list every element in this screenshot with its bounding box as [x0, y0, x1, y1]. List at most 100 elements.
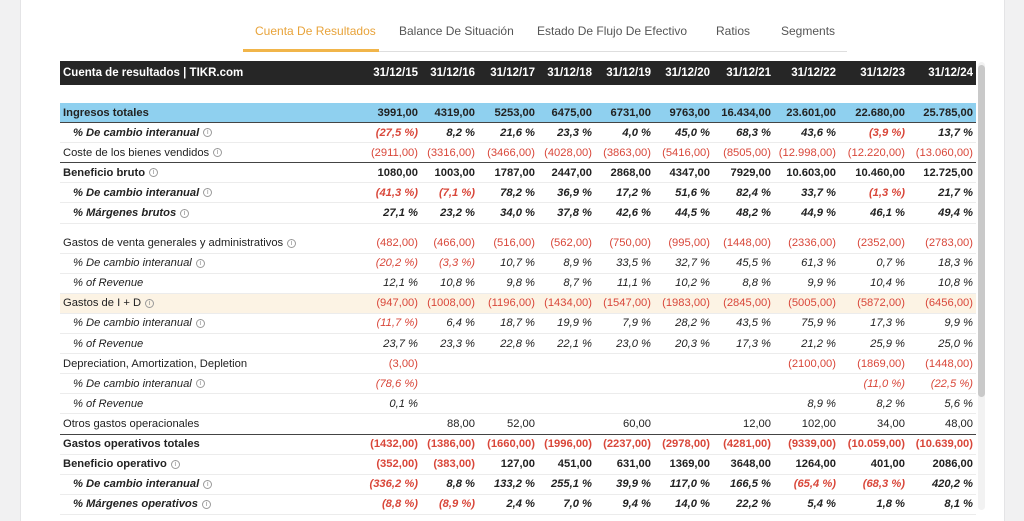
- row-label-text: Otros gastos operacionales: [63, 417, 200, 430]
- table-cell: 4347,00: [669, 166, 710, 179]
- table-row-of-revenue[interactable]: % of Revenue 12,1 % 10,8 % 9,8 % 8,7 % 11,1 %…: [60, 274, 976, 294]
- row-label: Depreciation, Amortization, Depletion: [63, 354, 247, 373]
- table-cell: (11,0 %): [863, 377, 905, 390]
- table-cell: 17,2 %: [616, 186, 651, 199]
- table-cell: 9,8 %: [506, 277, 535, 290]
- table-cell: (1869,00): [857, 357, 905, 370]
- table-cell: (1448,00): [723, 237, 771, 250]
- table-row-de-cambio-interanual[interactable]: % De cambio interanual i (41,3 %) (7,1 %) 78…: [60, 183, 976, 204]
- info-icon[interactable]: i: [201, 499, 211, 509]
- table-row-of-revenue[interactable]: % of Revenue 23,7 % 23,3 % 22,8 % 22,1 % 23,0…: [60, 334, 976, 355]
- header-spacer: [60, 85, 976, 103]
- table-cell: 10.603,00: [786, 166, 836, 179]
- row-label-text: % Márgenes operativos: [73, 498, 198, 511]
- table-row-otros-gastos-operacionales[interactable]: Otros gastos operacionales 88,00 52,00 60,0…: [60, 414, 976, 435]
- table-cell: (12.998,00): [778, 146, 836, 159]
- table-cell: 45,5 %: [736, 257, 771, 270]
- table-row-margenes-operativos[interactable]: % Márgenes operativos i (8,8 %) (8,9 %) 2,4 …: [60, 495, 976, 515]
- vertical-scrollbar-thumb[interactable]: [978, 65, 985, 397]
- table-cell: 7,9 %: [622, 317, 651, 330]
- table-cell: 5,4 %: [807, 498, 836, 511]
- tab-cash-flow[interactable]: Estado De Flujo De Efectivo: [537, 24, 688, 38]
- table-row-depreciation-amortization-depletion[interactable]: Depreciation, Amortization, Depletion (3,…: [60, 354, 976, 375]
- table-row-de-cambio-interanual[interactable]: % De cambio interanual i (27,5 %) 8,2 % 21,6…: [60, 123, 976, 144]
- table-row-of-revenue[interactable]: % of Revenue 0,1 % 8,9 % 8,2 % 5,6 %: [60, 394, 976, 415]
- table-cell: 5,6 %: [944, 397, 973, 410]
- info-icon[interactable]: i: [149, 168, 159, 178]
- info-icon[interactable]: i: [203, 479, 213, 489]
- statement-tabs: Cuenta De Resultados Balance De Situació…: [243, 18, 847, 52]
- table-cell: 23,3 %: [557, 126, 592, 139]
- table-row-de-cambio-interanual[interactable]: % De cambio interanual i (20,2 %) (3,3 %) 10…: [60, 254, 976, 274]
- table-row-gastos-operativos-totales[interactable]: Gastos operativos totales (1432,00) (1386,…: [60, 435, 976, 455]
- table-cell: 23,3 %: [440, 337, 475, 350]
- tab-ratios[interactable]: Ratios: [716, 24, 751, 38]
- table-cell: 23,2 %: [440, 207, 475, 220]
- table-cell: 23.601,00: [786, 106, 836, 119]
- table-cell: 17,3 %: [870, 317, 905, 330]
- row-label-text: Beneficio bruto: [63, 166, 146, 179]
- tab-segments[interactable]: Segments: [781, 24, 836, 38]
- table-row-de-cambio-interanual[interactable]: % De cambio interanual i (336,2 %) 8,8 % 133…: [60, 475, 976, 495]
- table-cell: 22.680,00: [855, 106, 905, 119]
- table-row-beneficio-operativo[interactable]: Beneficio operativo i (352,00) (383,00) 127,…: [60, 455, 976, 475]
- table-cell: 22,1 %: [557, 337, 592, 350]
- table-cell: (1660,00): [487, 438, 535, 451]
- table-cell: 13,7 %: [938, 126, 973, 139]
- table-cell: 25.785,00: [923, 106, 973, 119]
- table-row-gastos-de-venta-generales-y-administrativos[interactable]: Gastos de venta generales y administrati…: [60, 234, 976, 254]
- info-icon[interactable]: i: [195, 258, 205, 268]
- table-cell: 60,00: [623, 417, 651, 430]
- table-cell: (13.060,00): [915, 146, 973, 159]
- info-icon[interactable]: i: [145, 298, 155, 308]
- table-cell: 75,9 %: [801, 317, 836, 330]
- row-label: % of Revenue: [73, 334, 143, 353]
- table-cell: (7,1 %): [438, 186, 475, 199]
- row-label-text: % De cambio interanual: [73, 257, 192, 270]
- table-cell: 2447,00: [551, 166, 592, 179]
- info-icon[interactable]: i: [180, 208, 190, 218]
- table-cell: 9763,00: [669, 106, 710, 119]
- table-row-margenes-brutos[interactable]: % Márgenes brutos i 27,1 % 23,2 % 34,0 % 37,8…: [60, 203, 976, 224]
- table-cell: 5253,00: [494, 106, 535, 119]
- table-row-de-cambio-interanual[interactable]: % De cambio interanual i (11,7 %) 6,4 % 18,7…: [60, 314, 976, 335]
- table-cell: (2352,00): [857, 237, 905, 250]
- row-label-text: % De cambio interanual: [73, 478, 200, 491]
- info-icon[interactable]: i: [170, 459, 180, 469]
- table-cell: (12.220,00): [847, 146, 905, 159]
- table-cell: 11,1 %: [617, 277, 651, 290]
- table-cell: 1080,00: [377, 166, 418, 179]
- table-cell: 10,8 %: [938, 277, 973, 290]
- table-row-ingresos-totales[interactable]: Ingresos totales 3991,00 4319,00 5253,00 647…: [60, 103, 976, 124]
- table-row-de-cambio-interanual[interactable]: % De cambio interanual i (78,6 %) (11,0 %) (…: [60, 374, 976, 395]
- tab-income-statement[interactable]: Cuenta De Resultados: [255, 24, 376, 38]
- table-cell: 1003,00: [434, 166, 475, 179]
- table-cell: 43,6 %: [801, 126, 836, 139]
- row-label-text: Gastos de venta generales y administrati…: [63, 237, 284, 250]
- table-cell: 42,6 %: [616, 207, 651, 220]
- table-cell: (750,00): [609, 237, 651, 250]
- table-cell: 8,2 %: [876, 397, 905, 410]
- info-icon[interactable]: i: [195, 318, 205, 328]
- table-row-coste-de-los-bienes-vendidos[interactable]: Coste de los bienes vendidos i (2911,00) (3…: [60, 143, 976, 164]
- table-cell: 1787,00: [494, 166, 535, 179]
- row-label: Coste de los bienes vendidos i: [63, 143, 223, 162]
- table-cell: 27,1 %: [383, 207, 418, 220]
- info-icon[interactable]: i: [213, 148, 223, 158]
- table-row-beneficio-bruto[interactable]: Beneficio bruto i 1080,00 1003,00 1787,00 244…: [60, 163, 976, 184]
- table-cell: (9339,00): [788, 438, 836, 451]
- info-icon[interactable]: i: [203, 128, 213, 138]
- info-icon[interactable]: i: [203, 188, 213, 198]
- tab-balance-sheet[interactable]: Balance De Situación: [399, 24, 514, 38]
- table-cell: 401,00: [870, 458, 905, 471]
- info-icon[interactable]: i: [195, 379, 205, 389]
- table-cell: (352,00): [376, 458, 418, 471]
- table-cell: 48,00: [945, 417, 973, 430]
- table-cell: 8,9 %: [563, 257, 592, 270]
- table-cell: (4281,00): [723, 438, 771, 451]
- table-cell: (995,00): [668, 237, 710, 250]
- year-header-1: 31/12/16: [430, 67, 475, 79]
- table-cell: 7929,00: [730, 166, 771, 179]
- info-icon[interactable]: i: [287, 238, 297, 248]
